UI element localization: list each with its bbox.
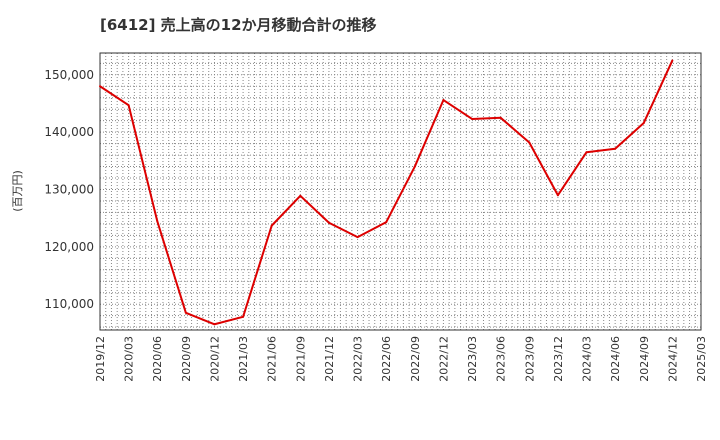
- data-point: [242, 315, 245, 318]
- y-tick-label: 140,000: [44, 125, 94, 139]
- x-tick-label: 2021/12: [323, 336, 336, 382]
- x-tick-label: 2022/12: [437, 336, 450, 382]
- data-point: [299, 194, 302, 197]
- x-tick-label: 2022/09: [409, 336, 422, 382]
- plot-border: [99, 52, 702, 331]
- data-point: [156, 220, 159, 223]
- x-tick-label: 2024/09: [638, 336, 651, 382]
- series-layer: [99, 59, 674, 326]
- x-tick-label: 2020/09: [180, 336, 193, 382]
- x-tick-label: 2021/09: [294, 336, 307, 382]
- x-tick-label: 2019/12: [94, 336, 107, 382]
- data-point: [442, 99, 445, 102]
- chart-title: [6412] 売上高の12か月移動合計の推移: [100, 16, 377, 34]
- data-point: [556, 194, 559, 197]
- data-point: [585, 151, 588, 154]
- x-tick-label: 2025/03: [695, 336, 708, 382]
- data-point: [327, 221, 330, 224]
- x-tick-label: 2023/03: [466, 336, 479, 382]
- data-point: [385, 221, 388, 224]
- x-tick-label: 2024/03: [581, 336, 594, 382]
- data-point: [413, 165, 416, 168]
- x-tick-label: 2021/03: [237, 336, 250, 382]
- data-point: [499, 116, 502, 119]
- data-point: [471, 117, 474, 120]
- data-point: [213, 323, 216, 326]
- x-tick-label: 2023/09: [523, 336, 536, 382]
- x-tick-label: 2023/06: [495, 336, 508, 382]
- x-axis: 2019/12 2020/03 2020/06 2020/09 2020/12 2021/…: [94, 336, 708, 382]
- data-point: [127, 104, 130, 107]
- y-tick-label: 120,000: [44, 240, 94, 254]
- y-tick-label: 150,000: [44, 68, 94, 82]
- y-axis: 110,000 120,000 130,000 140,000 150,000: [44, 68, 94, 311]
- x-tick-label: 2023/12: [552, 336, 565, 382]
- x-tick-label: 2021/06: [266, 336, 279, 382]
- x-tick-label: 2022/03: [352, 336, 365, 382]
- x-tick-label: 2020/12: [208, 336, 221, 382]
- data-point: [671, 59, 674, 62]
- y-tick-label: 130,000: [44, 182, 94, 196]
- data-point: [614, 147, 617, 150]
- grid: [100, 53, 701, 330]
- x-tick-label: 2020/03: [123, 336, 136, 382]
- data-point: [356, 236, 359, 239]
- plot-area: [100, 53, 701, 330]
- x-tick-label: 2020/06: [151, 336, 164, 382]
- data-point: [99, 85, 101, 88]
- data-point: [184, 311, 187, 314]
- x-tick-label: 2024/12: [666, 336, 679, 382]
- data-point: [270, 224, 273, 227]
- x-tick-label: 2024/06: [609, 336, 622, 382]
- y-axis-label: (百万円): [11, 170, 24, 212]
- y-tick-label: 110,000: [44, 297, 94, 311]
- data-point: [528, 141, 531, 144]
- x-tick-label: 2022/06: [380, 336, 393, 382]
- data-point: [642, 121, 645, 124]
